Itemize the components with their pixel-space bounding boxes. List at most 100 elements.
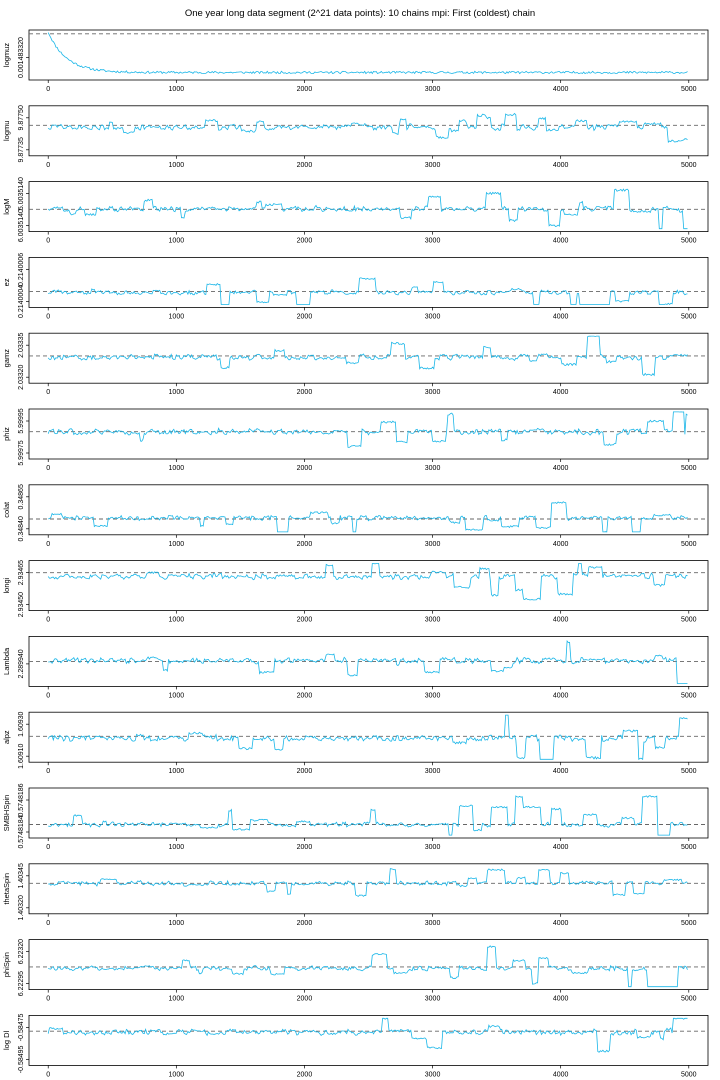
panel-thetaspin: 0 1000 2000 3000 4000 5000 1.40320 1.40345 theta… xyxy=(2,863,709,927)
panel-frame xyxy=(28,29,709,81)
chain-trace xyxy=(48,277,688,306)
x-tick-label: 5000 xyxy=(681,162,697,169)
y-tick-label: 1.40345 xyxy=(18,863,25,888)
x-tick-label: 5000 xyxy=(681,86,697,93)
chain-trace xyxy=(47,188,688,230)
x-tick-label: 0 xyxy=(46,768,50,775)
panel-frame xyxy=(28,939,709,990)
x-tick-label: 0 xyxy=(46,692,50,699)
y-axis-label: phiSpin xyxy=(2,952,11,977)
y-tick-label: 0.34865 xyxy=(18,484,25,509)
panel-alpz: 0 1000 2000 3000 4000 5000 1.60910 1.60930 alpz xyxy=(2,711,709,775)
x-tick-label: 3000 xyxy=(425,844,441,851)
x-tick-label: 5000 xyxy=(681,692,697,699)
y-tick-label: 9.87735 xyxy=(18,137,25,162)
x-tick-label: 0 xyxy=(46,1071,50,1078)
x-tick-label: 2000 xyxy=(297,844,313,851)
y-tick-label: 2.93450 xyxy=(18,592,25,617)
y-axis-label: SMBHSpin xyxy=(2,795,11,832)
x-tick-label: 2000 xyxy=(297,162,313,169)
y-tick-label: 9.87750 xyxy=(18,105,25,130)
panel-frame xyxy=(28,332,709,384)
x-tick-label: 4000 xyxy=(553,1071,569,1078)
x-tick-label: 4000 xyxy=(553,541,569,548)
x-tick-label: 1000 xyxy=(169,389,185,396)
x-tick-label: 3000 xyxy=(425,996,441,1003)
chain-trace xyxy=(47,411,688,448)
x-tick-label: 4000 xyxy=(553,844,569,851)
x-tick-label: 2000 xyxy=(297,1071,313,1078)
y-axis-label: thetaSpin xyxy=(2,873,11,905)
panel-frame xyxy=(28,863,709,915)
y-tick-label: -0.58495 xyxy=(18,1045,25,1073)
y-tick-label: -0.58475 xyxy=(18,1013,25,1041)
y-axis-label: logmu xyxy=(2,121,11,141)
y-tick-label: 2.93465 xyxy=(18,560,25,585)
x-tick-label: 2000 xyxy=(297,313,313,320)
x-tick-label: 3000 xyxy=(425,692,441,699)
x-tick-label: 4000 xyxy=(553,162,569,169)
x-tick-label: 0 xyxy=(46,617,50,624)
x-tick-label: 5000 xyxy=(681,1071,697,1078)
chain-trace xyxy=(47,335,688,377)
y-axis-label: phiz xyxy=(2,427,11,441)
x-tick-label: 0 xyxy=(46,541,50,548)
panel-logmuz: 0 1000 2000 3000 4000 5000 0.001483320 logmuz xyxy=(2,29,709,93)
x-tick-label: 1000 xyxy=(169,692,185,699)
panel-frame xyxy=(28,256,709,308)
x-tick-label: 0 xyxy=(46,238,50,245)
panel-frame xyxy=(28,181,709,233)
chain-trace xyxy=(47,1017,688,1053)
x-tick-label: 3000 xyxy=(425,465,441,472)
y-tick-label: 6.22295 xyxy=(18,971,25,996)
x-tick-label: 1000 xyxy=(169,768,185,775)
x-tick-label: 4000 xyxy=(553,86,569,93)
x-tick-label: 1000 xyxy=(169,162,185,169)
x-tick-label: 0 xyxy=(46,162,50,169)
panel-frame xyxy=(28,787,709,839)
x-tick-label: 4000 xyxy=(553,692,569,699)
x-tick-label: 4000 xyxy=(553,768,569,775)
y-axis-label: Lambda xyxy=(2,647,11,675)
x-tick-label: 1000 xyxy=(169,844,185,851)
x-tick-label: 1000 xyxy=(169,541,185,548)
y-tick-label: 6.0035140 xyxy=(18,209,25,242)
x-tick-label: 4000 xyxy=(553,313,569,320)
x-tick-label: 5000 xyxy=(681,389,697,396)
chain-trace xyxy=(48,639,688,684)
x-tick-label: 3000 xyxy=(425,313,441,320)
x-tick-label: 2000 xyxy=(297,617,313,624)
y-axis-label: logM xyxy=(2,198,11,214)
panel-frame xyxy=(28,560,709,611)
chain-trace xyxy=(48,501,688,533)
x-tick-label: 4000 xyxy=(553,465,569,472)
x-tick-label: 0 xyxy=(46,844,50,851)
x-tick-label: 2000 xyxy=(297,389,313,396)
panel-phiz: 0 1000 2000 3000 4000 5000 5.99975 5.99995 phiz xyxy=(2,408,709,472)
x-tick-label: 0 xyxy=(46,86,50,93)
y-axis-label: log Dl xyxy=(2,1030,11,1050)
x-tick-label: 0 xyxy=(46,389,50,396)
x-tick-label: 3000 xyxy=(425,162,441,169)
x-tick-label: 5000 xyxy=(681,541,697,548)
panel-frame xyxy=(28,408,709,460)
x-tick-label: 2000 xyxy=(297,541,313,548)
y-tick-label: 2.03320 xyxy=(18,364,25,389)
y-tick-label: 2.03335 xyxy=(18,332,25,357)
y-axis-label: logmuz xyxy=(2,43,11,67)
panel-frame xyxy=(28,484,709,536)
y-tick-label: 0.5748186 xyxy=(18,783,25,816)
chain-trace xyxy=(48,795,688,836)
panel-frame xyxy=(28,105,709,157)
x-tick-label: 2000 xyxy=(297,768,313,775)
x-tick-label: 2000 xyxy=(297,465,313,472)
y-tick-label: 5.99995 xyxy=(18,408,25,433)
y-axis-label: longi xyxy=(2,577,11,593)
x-tick-label: 4000 xyxy=(553,389,569,396)
x-tick-label: 0 xyxy=(46,996,50,1003)
x-tick-label: 5000 xyxy=(681,313,697,320)
x-tick-label: 2000 xyxy=(297,86,313,93)
panel-logmu: 0 1000 2000 3000 4000 5000 9.87735 9.87750 logmu xyxy=(2,105,709,169)
x-tick-label: 0 xyxy=(46,920,50,927)
